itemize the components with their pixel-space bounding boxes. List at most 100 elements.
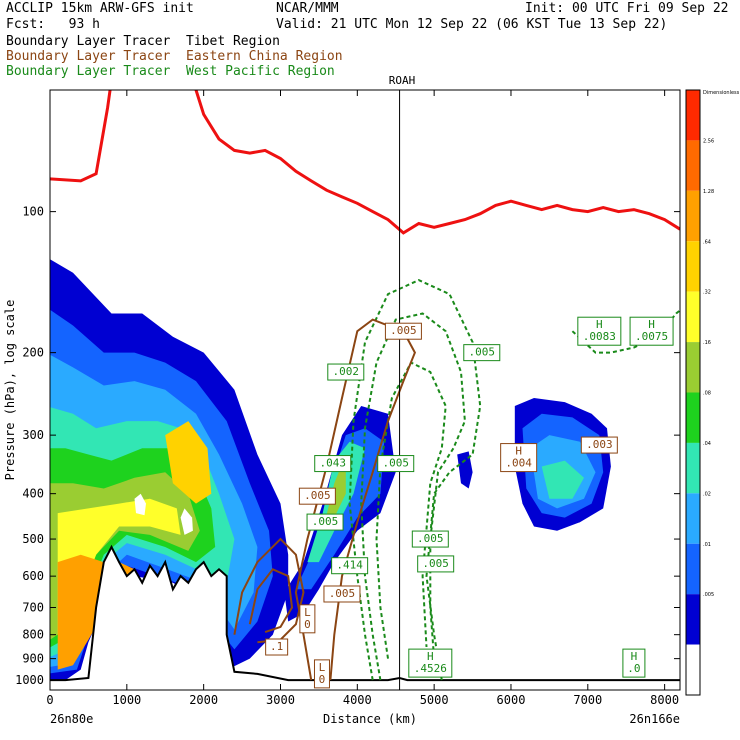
contour-label-text: .002 [333, 365, 360, 378]
y-axis-label: Pressure (hPa), log scale [3, 300, 17, 481]
axes: 0 1000 2000 3000 4000 5000 6000 7000 80001002003… [15, 90, 680, 707]
x-tick-label: 8000 [650, 693, 679, 707]
contour-label: H.4526 [408, 648, 453, 678]
contour-label-box [500, 443, 538, 473]
contour-label-text: .414 [336, 559, 363, 572]
colorbar-label: .02 [703, 491, 711, 497]
contour-label-box [265, 638, 289, 656]
y-tick-label: 400 [22, 487, 44, 501]
contour-label-text: .005 [312, 515, 339, 528]
contour-label-text: .005 [382, 457, 409, 470]
colorbar-label: .16 [703, 340, 711, 346]
contour-label-text: H [515, 445, 522, 458]
y-tick-label: 300 [22, 428, 44, 442]
contour-label: .1 [265, 638, 289, 656]
contour-label-box [417, 555, 455, 573]
tracer-contour-pacific-inner [375, 361, 447, 659]
contour-label: .005 [384, 322, 422, 340]
tracer-fill-hole [180, 508, 193, 535]
x-tick-label: 0 [46, 693, 53, 707]
contour-label: .005 [306, 513, 344, 531]
contour-label-text: H [427, 650, 434, 663]
colorbar-label: .01 [703, 542, 711, 548]
contour-label-text: .005 [304, 489, 331, 502]
colorbar-swatch [686, 291, 700, 343]
contour-label-text: 0 [304, 618, 311, 631]
contour-label-box [408, 648, 453, 678]
colorbar-swatch [686, 392, 700, 443]
colorbar-label: .08 [703, 391, 711, 397]
x-tick-label: 4000 [343, 693, 372, 707]
colorbar: Dimensionless 2.56 1.28 .64 .32 .16 .08 .04 .02.… [685, 89, 740, 696]
contour-label: .005 [463, 344, 501, 362]
contour-label-box [580, 436, 618, 454]
contour-label: L0 [299, 604, 316, 634]
colorbar-swatch [686, 594, 700, 645]
colorbar-label: .04 [703, 441, 711, 447]
tracer-contour-china-west [233, 537, 305, 644]
contour-label-text: .043 [319, 457, 346, 470]
contour-label: H.004 [500, 443, 538, 473]
contour-label: .003 [580, 436, 618, 454]
y-tick-label: 800 [22, 628, 44, 642]
contour-label-box [314, 455, 352, 473]
reference-line-label: ROAH [389, 74, 416, 87]
y-tick-label: 600 [22, 569, 44, 583]
tracer-contour-china-west-inner [248, 568, 294, 634]
contour-label-box [298, 487, 336, 505]
colorbar-label: 2.56 [703, 138, 714, 144]
contour-label-box [384, 322, 422, 340]
colorbar-swatch [686, 644, 700, 695]
contour-label-text: .005 [469, 346, 496, 359]
contour-label: .414 [331, 557, 369, 575]
x-tick-label: 5000 [420, 693, 449, 707]
contour-label-text: H [596, 318, 603, 331]
contour-label: .005 [323, 585, 361, 603]
tracer-field-layer [50, 259, 680, 690]
colorbar-label: .32 [703, 290, 711, 296]
contour-label-text: .005 [390, 324, 417, 337]
x-axis-label: Distance (km) [323, 712, 417, 726]
contour-labels: H.0083H.0075.005.005.002.043.005H.004.00… [265, 316, 674, 689]
contour-label: L0 [313, 659, 330, 689]
y-tick-label: 200 [22, 346, 44, 360]
tropopause-line [50, 90, 680, 235]
contour-label-text: .005 [422, 557, 449, 570]
contour-label-box [377, 455, 415, 473]
left-endpoint-label: 26n80e [50, 712, 93, 726]
colorbar-swatch [686, 90, 700, 141]
contour-label: .005 [298, 487, 336, 505]
y-tick-label: 700 [22, 601, 44, 615]
x-tick-label: 1000 [112, 693, 141, 707]
x-tick-label: 7000 [573, 693, 602, 707]
contour-label-box [331, 557, 369, 575]
init-time: Init: 00 UTC Fri 09 Sep 22 [525, 1, 729, 16]
contour-label: .002 [327, 363, 365, 381]
contour-label-text: 0 [319, 673, 326, 686]
model-title: ACCLIP 15km ARW-GFS init [6, 1, 194, 16]
contour-label-text: .0083 [583, 330, 616, 343]
contour-label-text: H [631, 650, 638, 663]
tracer-fill-hole [134, 493, 146, 516]
colorbar-label: .005 [703, 592, 714, 598]
colorbar-swatch [686, 140, 700, 191]
y-tick-label: 100 [22, 205, 44, 219]
contour-label: .005 [377, 455, 415, 473]
contour-label-text: .1 [270, 640, 283, 653]
terrain-line [50, 544, 680, 682]
colorbar-swatch [686, 442, 700, 494]
tracer-legend-west-pacific: Boundary Layer Tracer West Pacific Regio… [6, 64, 335, 79]
contour-label-box [299, 604, 316, 634]
colorbar-swatch [686, 543, 700, 595]
y-tick-label: 900 [22, 652, 44, 666]
contour-label-box [463, 344, 501, 362]
contour-label-text: L [304, 606, 311, 619]
y-tick-label: 1000 [15, 673, 44, 687]
contour-label-text: H [648, 318, 655, 331]
contour-label-text: .005 [329, 587, 356, 600]
x-tick-label: 3000 [266, 693, 295, 707]
org-label: NCAR/MMM [276, 1, 339, 16]
tracer-contour-pacific-mid [360, 312, 466, 681]
colorbar-swatch [686, 190, 700, 242]
